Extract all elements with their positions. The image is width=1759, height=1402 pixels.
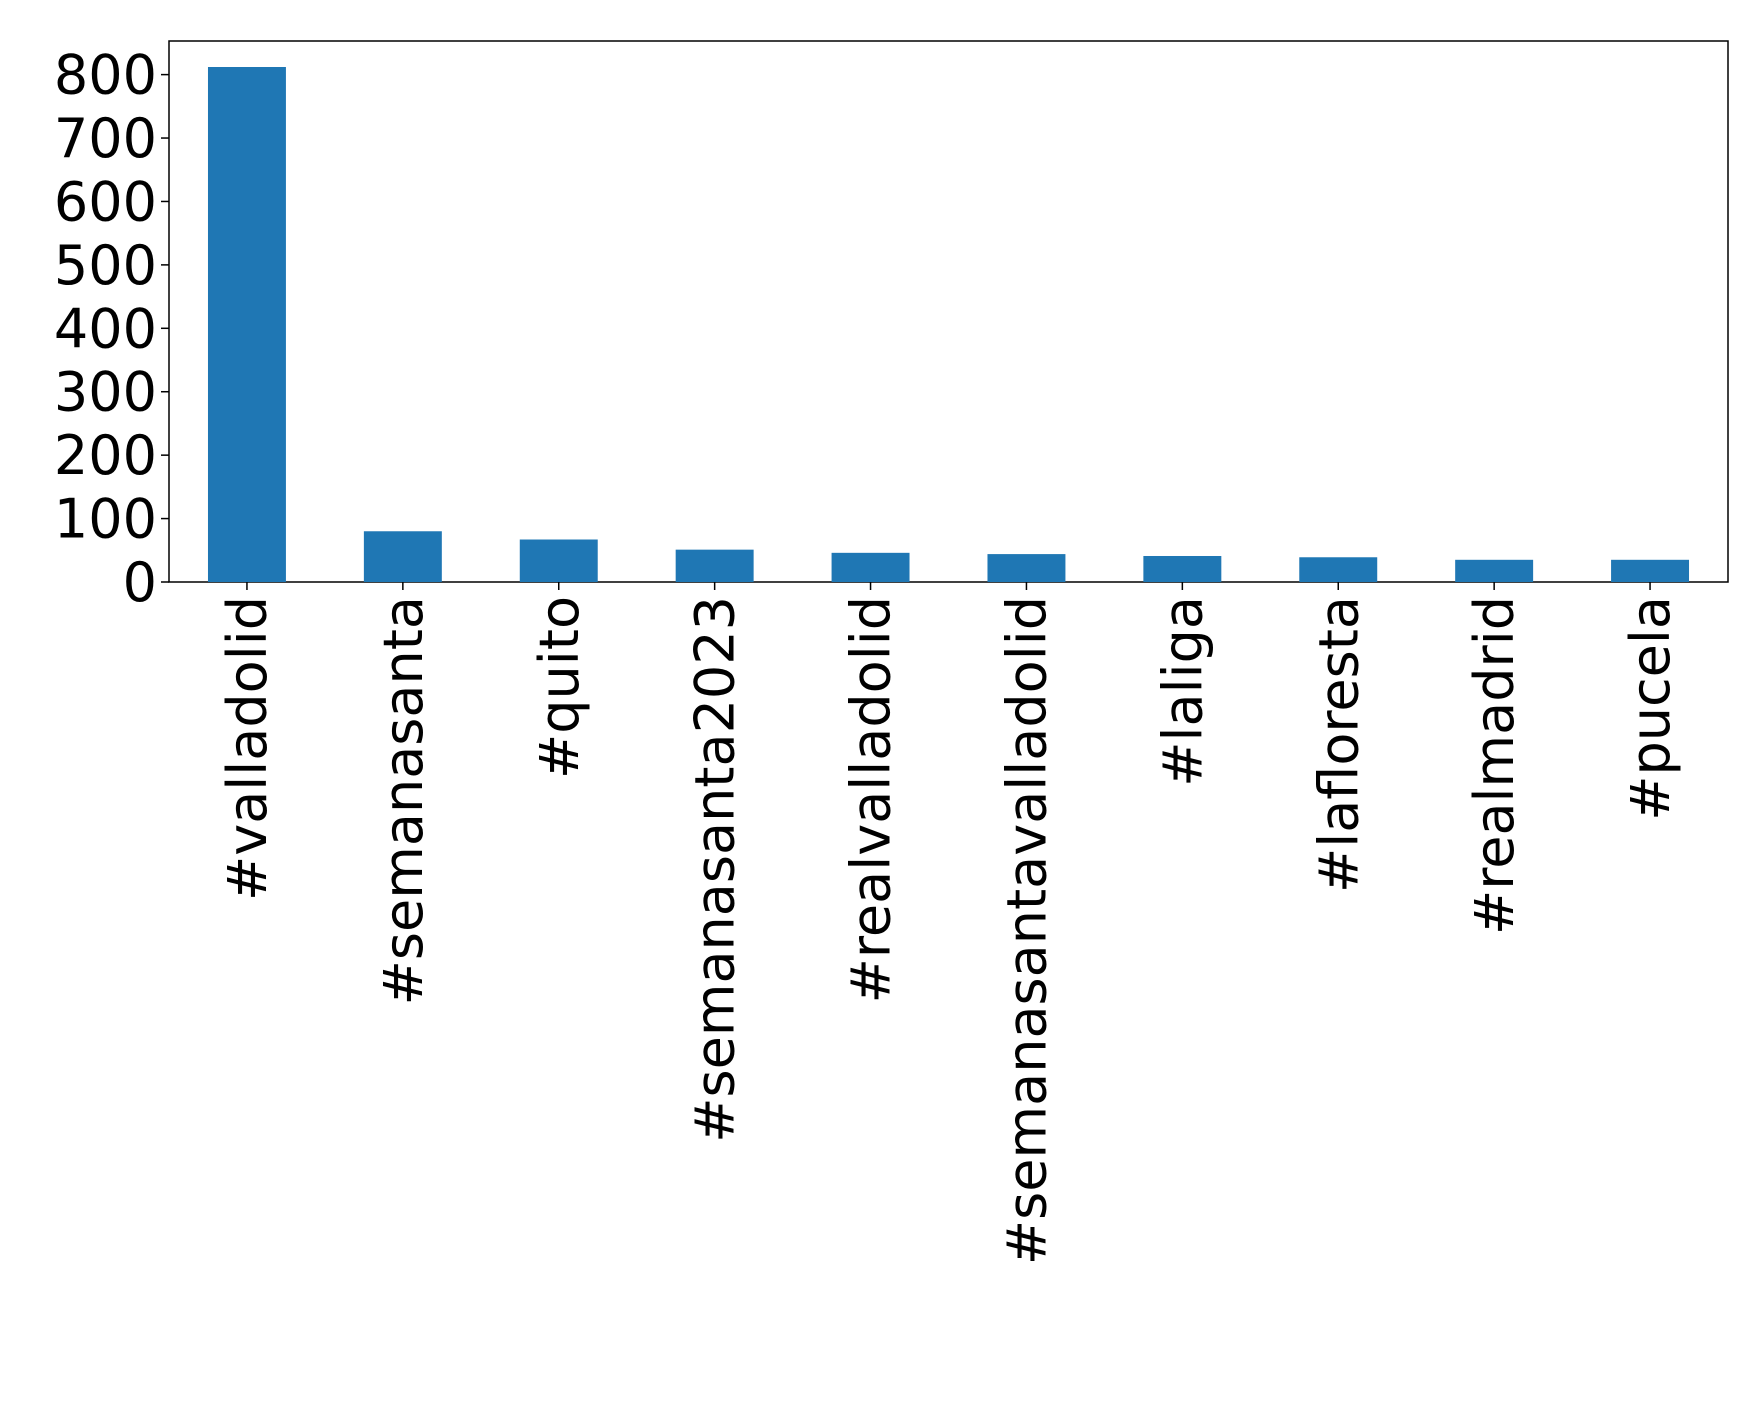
x-tick-label: #valladolid [216, 596, 279, 901]
bar [1455, 559, 1534, 582]
x-tick-label: #lafloresta [1307, 596, 1370, 893]
y-tick-label: 600 [54, 170, 157, 233]
y-tick-label: 100 [54, 488, 157, 551]
bar [1299, 557, 1378, 582]
plot-frame [168, 40, 1729, 583]
y-tick-label: 500 [54, 234, 157, 297]
x-tick-label: #laliga [1151, 596, 1214, 787]
bar [831, 552, 910, 582]
y-tick-label: 700 [54, 107, 157, 170]
x-tick-label: #semanasanta [372, 596, 435, 1005]
bar [207, 67, 286, 582]
bar [1611, 559, 1690, 582]
x-tick-label: #pucela [1619, 596, 1682, 821]
y-tick-label: 0 [123, 551, 157, 614]
bar [675, 549, 754, 582]
y-tick-label: 300 [54, 361, 157, 424]
y-tick-label: 800 [54, 44, 157, 107]
x-tick-label: #realmadrid [1463, 596, 1526, 935]
x-tick-label: #semanasanta2023 [684, 596, 747, 1143]
bar [519, 539, 598, 582]
x-tick-label: #quito [528, 596, 591, 779]
y-tick-label: 200 [54, 424, 157, 487]
x-tick-label: #semanasantavalladolid [995, 596, 1058, 1265]
bar [1143, 555, 1222, 582]
y-tick-label: 400 [54, 297, 157, 360]
bar [363, 531, 442, 582]
x-tick-label: #realvalladolid [840, 596, 903, 1003]
bar [987, 554, 1066, 582]
